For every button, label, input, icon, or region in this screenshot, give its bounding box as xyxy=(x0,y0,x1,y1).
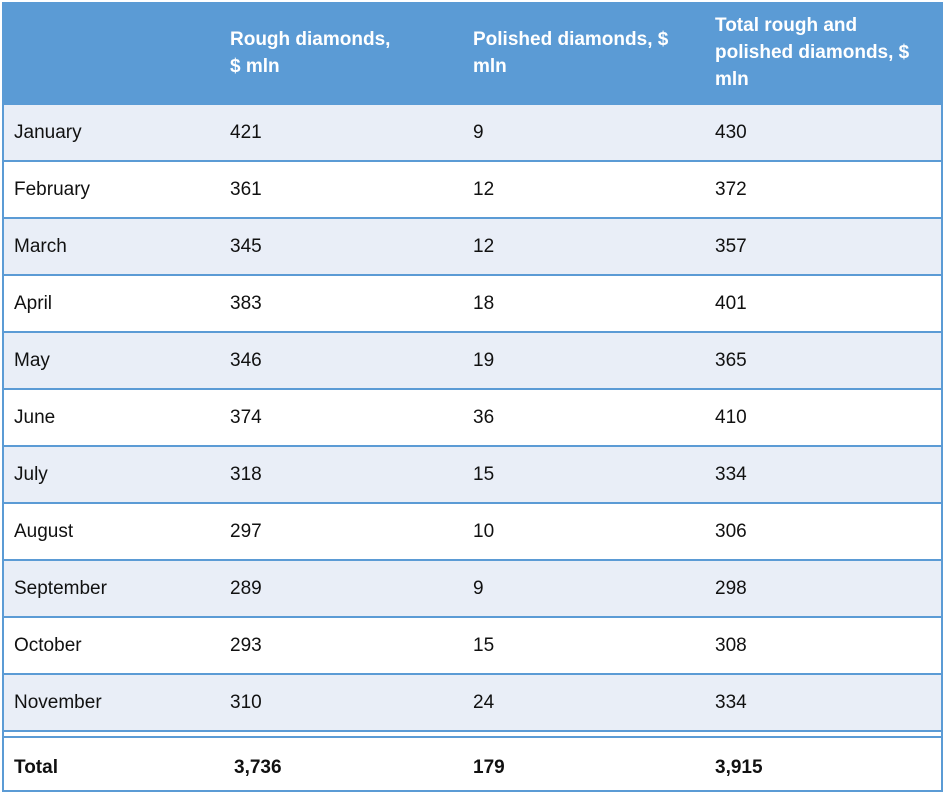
table-cell: February xyxy=(14,179,91,200)
table-header xyxy=(4,2,941,105)
table-cell: 421 xyxy=(230,122,262,143)
table-row xyxy=(4,504,941,561)
total-cell: 179 xyxy=(473,757,505,778)
table-cell: 372 xyxy=(715,179,747,200)
table-cell: June xyxy=(14,407,56,428)
table-cell: 361 xyxy=(230,179,262,200)
table-cell: 345 xyxy=(230,236,262,257)
table-cell: 10 xyxy=(473,521,495,542)
table-cell: March xyxy=(14,236,67,257)
total-cell: Total xyxy=(14,757,58,778)
table-row xyxy=(4,390,941,447)
table-row xyxy=(4,561,941,618)
table-cell: 15 xyxy=(473,635,495,656)
table-row xyxy=(4,105,941,162)
table-row xyxy=(4,219,941,276)
table-row xyxy=(4,447,941,504)
table-cell: April xyxy=(14,293,53,314)
table-cell: 310 xyxy=(230,692,262,713)
double-rule xyxy=(4,734,941,738)
header-cell: Polished diamonds, $ mln xyxy=(473,29,669,77)
table-cell: 18 xyxy=(473,293,495,314)
table-row xyxy=(4,618,941,675)
table-cell: 430 xyxy=(715,122,747,143)
table-row xyxy=(4,276,941,333)
table-cell: August xyxy=(14,521,74,542)
table-cell: 306 xyxy=(715,521,747,542)
table-cell: 12 xyxy=(473,179,495,200)
table-cell: 297 xyxy=(230,521,262,542)
header-cell: Total rough and polished diamonds, $ mln xyxy=(715,15,910,90)
table-cell: 9 xyxy=(473,122,484,143)
table-cell: 318 xyxy=(230,464,262,485)
table-cell: November xyxy=(14,692,102,713)
table-cell: 12 xyxy=(473,236,495,257)
table-cell: 15 xyxy=(473,464,495,485)
total-cell: 3,736 xyxy=(234,757,282,778)
table-cell: 374 xyxy=(230,407,262,428)
table-row xyxy=(4,333,941,390)
table-cell: July xyxy=(14,464,48,485)
table-row xyxy=(4,675,941,732)
header-cell: Rough diamonds, $ mln xyxy=(230,29,391,77)
table-row xyxy=(4,162,941,219)
table-cell: 334 xyxy=(715,692,747,713)
table-cell: May xyxy=(14,350,50,371)
table-cell: 410 xyxy=(715,407,747,428)
table-cell: 357 xyxy=(715,236,747,257)
table-cell: 383 xyxy=(230,293,262,314)
table-cell: January xyxy=(14,122,82,143)
table-cell: 365 xyxy=(715,350,747,371)
table-cell: 289 xyxy=(230,578,262,599)
table-cell: October xyxy=(14,635,82,656)
table-cell: 293 xyxy=(230,635,262,656)
table-cell: 401 xyxy=(715,293,747,314)
table-cell: 36 xyxy=(473,407,495,428)
table-cell: 24 xyxy=(473,692,495,713)
total-cell: 3,915 xyxy=(715,757,763,778)
table-cell: 308 xyxy=(715,635,747,656)
table-cell: 298 xyxy=(715,578,747,599)
table-cell: 346 xyxy=(230,350,262,371)
table-cell: September xyxy=(14,578,107,599)
table-cell: 334 xyxy=(715,464,747,485)
table-cell: 9 xyxy=(473,578,484,599)
table-cell: 19 xyxy=(473,350,495,371)
